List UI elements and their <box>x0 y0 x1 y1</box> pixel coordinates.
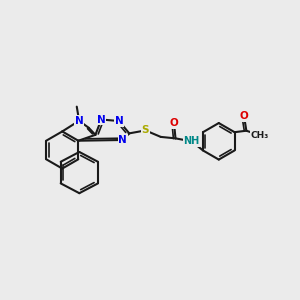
Text: N: N <box>118 135 127 145</box>
Text: O: O <box>169 118 178 128</box>
Text: S: S <box>142 125 149 135</box>
Text: N: N <box>97 115 106 124</box>
Text: CH₃: CH₃ <box>250 130 269 140</box>
Text: NH: NH <box>184 136 200 146</box>
Text: O: O <box>240 111 248 121</box>
Text: N: N <box>115 116 123 126</box>
Text: N: N <box>75 116 83 126</box>
